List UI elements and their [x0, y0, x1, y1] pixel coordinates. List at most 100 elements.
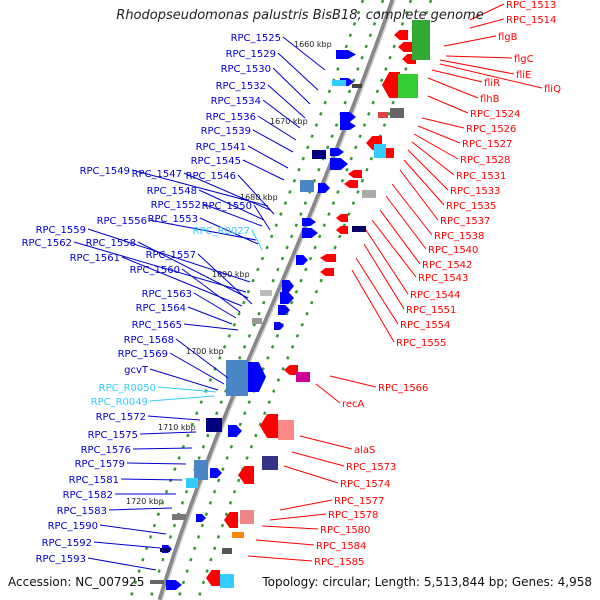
gene-label[interactable]: RPC_1560: [130, 265, 180, 276]
gene-label[interactable]: RPC_1538: [434, 231, 484, 242]
gene-label[interactable]: RPC_1535: [446, 201, 496, 212]
rna-gene-box[interactable]: [220, 574, 234, 588]
gene-box-red[interactable]: [378, 112, 388, 118]
gene-label[interactable]: RPC_1546: [186, 171, 236, 182]
forward-gene-arrow[interactable]: [282, 280, 294, 292]
gene-label[interactable]: RPC_1576: [81, 445, 131, 456]
gene-label[interactable]: RPC_1537: [440, 216, 490, 227]
gene-box-gray[interactable]: [390, 108, 404, 118]
forward-gene-box[interactable]: [312, 150, 326, 159]
reverse-gene-arrow[interactable]: [260, 414, 278, 438]
gene-box-pink[interactable]: [240, 510, 254, 524]
gene-label[interactable]: RPC_1573: [346, 462, 396, 473]
gene-label[interactable]: RPC_1545: [191, 156, 241, 167]
gene-box-navy[interactable]: [160, 548, 170, 552]
gene-label[interactable]: RPC_R0049: [91, 397, 148, 408]
gene-label[interactable]: RPC_1561: [70, 253, 120, 264]
green-gene-box[interactable]: [412, 20, 430, 60]
gene-label[interactable]: RPC_1581: [69, 475, 119, 486]
gene-label[interactable]: RPC_1552: [151, 200, 201, 211]
forward-gene-arrow[interactable]: [336, 50, 356, 59]
gene-label[interactable]: RPC_1530: [221, 64, 271, 75]
reverse-gene-arrow[interactable]: [394, 30, 408, 40]
gene-label[interactable]: flgB: [498, 32, 518, 43]
gene-label[interactable]: RPC_1558: [86, 238, 136, 249]
gene-label[interactable]: RPC_1533: [450, 186, 500, 197]
gene-label[interactable]: RPC_1563: [142, 289, 192, 300]
gene-label[interactable]: RPC_1583: [57, 506, 107, 517]
gene-label[interactable]: RPC_1555: [396, 338, 446, 349]
gene-label[interactable]: RPC_1565: [132, 320, 182, 331]
gene-label[interactable]: fliR: [484, 78, 500, 89]
gene-label[interactable]: RPC_1540: [428, 245, 478, 256]
reverse-gene-arrow[interactable]: [336, 226, 348, 234]
gene-label[interactable]: fliQ: [544, 84, 561, 95]
forward-gene-arrow[interactable]: [278, 305, 290, 315]
forward-gene-arrow[interactable]: [302, 228, 318, 238]
gene-label[interactable]: RPC_1578: [328, 510, 378, 521]
forward-gene-arrow[interactable]: [318, 183, 330, 193]
gene-label[interactable]: RPC_1548: [147, 186, 197, 197]
reverse-gene-arrow[interactable]: [224, 512, 238, 528]
gene-label[interactable]: RPC_1526: [466, 124, 516, 135]
gene-label[interactable]: flgC: [514, 54, 534, 65]
gene-label[interactable]: RPC_1569: [118, 349, 168, 360]
forward-gene-box[interactable]: [206, 418, 222, 432]
forward-gene-arrow[interactable]: [340, 112, 356, 122]
forward-gene-box[interactable]: [226, 360, 248, 396]
gene-label[interactable]: RPC_1551: [406, 305, 456, 316]
gene-box-pink[interactable]: [278, 420, 294, 440]
gene-label[interactable]: RPC_1590: [48, 521, 98, 532]
gene-label[interactable]: RPC_1584: [316, 541, 366, 552]
gene-label[interactable]: RPC_1580: [320, 525, 370, 536]
gene-box-gray[interactable]: [352, 84, 362, 88]
gene-label[interactable]: RPC_1541: [196, 142, 246, 153]
reverse-gene-arrow[interactable]: [344, 180, 358, 188]
gene-label[interactable]: RPC_1536: [206, 112, 256, 123]
forward-gene-arrow[interactable]: [296, 255, 308, 265]
gene-label[interactable]: RPC_1575: [88, 430, 138, 441]
gene-box-navy[interactable]: [352, 226, 366, 232]
gene-label[interactable]: RPC_1557: [146, 250, 196, 261]
forward-gene-arrow[interactable]: [330, 148, 344, 156]
gene-label[interactable]: recA: [342, 399, 365, 410]
gene-label[interactable]: RPC_1532: [216, 81, 266, 92]
gene-label[interactable]: RPC_1593: [36, 554, 86, 565]
gene-label[interactable]: RPC_1529: [226, 49, 276, 60]
gene-label[interactable]: RPC_1543: [418, 273, 468, 284]
gene-box-navy[interactable]: [262, 456, 278, 470]
gene-box-gray[interactable]: [362, 190, 376, 198]
reverse-gene-arrow[interactable]: [398, 42, 412, 52]
gene-label[interactable]: RPC_1566: [378, 383, 428, 394]
gene-label[interactable]: RPC_1547: [132, 169, 182, 180]
gene-label[interactable]: RPC_1513: [506, 0, 556, 11]
forward-gene-arrow[interactable]: [280, 292, 294, 304]
reverse-gene-arrow[interactable]: [348, 170, 362, 178]
reverse-gene-arrow[interactable]: [238, 466, 254, 484]
gene-label[interactable]: RPC_1542: [422, 260, 472, 271]
gene-label[interactable]: RPC_1562: [22, 238, 72, 249]
forward-gene-arrow[interactable]: [302, 218, 316, 226]
rna-gene-box[interactable]: [332, 80, 346, 86]
gene-label[interactable]: alaS: [354, 445, 375, 456]
forward-gene-arrow[interactable]: [248, 362, 266, 392]
gene-label[interactable]: RPC_1514: [506, 15, 556, 26]
gene-label[interactable]: RPC_1592: [42, 538, 92, 549]
gene-label[interactable]: RPC_1579: [75, 459, 125, 470]
gene-label[interactable]: gcvT: [124, 365, 149, 376]
gene-box-gray[interactable]: [260, 290, 272, 296]
forward-gene-arrow[interactable]: [210, 468, 222, 478]
forward-gene-arrow[interactable]: [166, 580, 182, 590]
gene-label[interactable]: RPC_1554: [400, 320, 450, 331]
reverse-gene-arrow[interactable]: [206, 570, 220, 586]
gene-box-orange[interactable]: [232, 532, 244, 538]
gene-label[interactable]: RPC_1544: [410, 290, 460, 301]
forward-gene-arrow[interactable]: [340, 122, 356, 130]
green-gene-box[interactable]: [398, 74, 418, 98]
gene-label[interactable]: RPC_1564: [136, 303, 186, 314]
forward-gene-arrow[interactable]: [196, 514, 206, 522]
gene-box-gray[interactable]: [222, 548, 232, 554]
gene-label[interactable]: RPC_1534: [211, 96, 261, 107]
gene-label[interactable]: RPC_1585: [314, 557, 364, 568]
gene-label[interactable]: RPC_1572: [96, 412, 146, 423]
